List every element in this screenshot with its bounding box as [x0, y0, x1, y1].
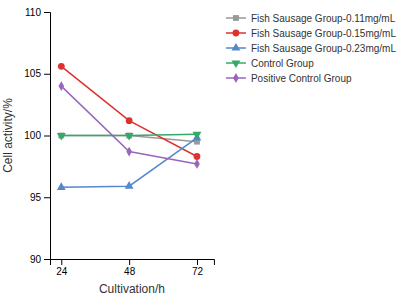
y-axis: 90 95 100 105 110	[24, 7, 50, 265]
x-tick-label: 72	[192, 266, 204, 277]
point	[194, 153, 201, 160]
y-tick: 90	[30, 254, 50, 265]
series-line	[61, 66, 197, 156]
legend-label: Fish Sausage Group-0.23mg/mL	[251, 43, 397, 54]
x-axis-line	[51, 260, 215, 266]
y-tick: 105	[24, 68, 50, 79]
x-tick-mark	[61, 259, 62, 265]
y-tick-mark	[44, 136, 50, 137]
point	[58, 63, 65, 70]
x-tick: 48	[124, 259, 136, 277]
point	[125, 133, 134, 141]
legend-swatch-marker	[233, 73, 239, 83]
legend-label: Fish Sausage Group-0.11mg/mL	[251, 13, 396, 24]
legend-item: Fish Sausage Group-0.11mg/mL	[226, 13, 396, 24]
point	[57, 182, 66, 190]
y-tick: 95	[30, 192, 50, 203]
series-group	[57, 63, 202, 190]
y-axis-title: Cell activity/%	[1, 98, 15, 173]
x-axis-title: Cultivation/h	[99, 282, 165, 296]
y-tick-mark	[44, 74, 50, 75]
series-line	[61, 86, 197, 164]
legend-swatch-marker	[231, 60, 240, 68]
y-tick-label: 100	[24, 130, 41, 141]
point	[58, 81, 64, 91]
legend-item: Positive Control Group	[226, 73, 352, 84]
point	[126, 117, 133, 124]
plot-area: 24 48 72 90 95 100 105 110	[24, 7, 214, 277]
legend-label: Positive Control Group	[251, 73, 352, 84]
series	[58, 63, 200, 160]
y-axis-line	[44, 13, 51, 260]
x-tick-label: 24	[56, 266, 68, 277]
legend-item: Fish Sausage Group-0.15mg/mL	[226, 28, 397, 39]
series	[58, 133, 199, 145]
legend-item: Fish Sausage Group-0.23mg/mL	[226, 43, 397, 54]
y-tick-label: 90	[30, 254, 42, 265]
x-tick-mark	[197, 259, 198, 265]
x-tick-mark	[129, 259, 130, 265]
series	[57, 132, 202, 141]
y-tick-mark	[44, 12, 50, 13]
y-tick-label: 105	[24, 68, 41, 79]
x-tick: 72	[192, 259, 204, 277]
chart-container: 24 48 72 90 95 100 105 110 Cultivation/h Cell act…	[0, 0, 400, 299]
y-tick: 110	[25, 7, 50, 18]
x-axis: 24 48 72	[51, 259, 215, 277]
y-tick-mark	[44, 197, 50, 198]
legend-item: Control Group	[226, 58, 314, 69]
point	[57, 133, 66, 141]
legend-swatch-marker	[233, 30, 240, 37]
y-tick-label: 95	[30, 192, 42, 203]
y-tick-mark	[44, 259, 50, 260]
legend-label: Fish Sausage Group-0.15mg/mL	[251, 28, 397, 39]
point	[125, 181, 134, 189]
legend-swatch-marker	[231, 43, 240, 51]
legend-label: Control Group	[251, 58, 314, 69]
x-tick-label: 48	[124, 266, 136, 277]
chart-svg: 24 48 72 90 95 100 105 110 Cultivation/h Cell act…	[0, 0, 400, 299]
legend: Fish Sausage Group-0.11mg/mL Fish Sausage…	[226, 13, 397, 84]
point	[126, 147, 132, 157]
legend-swatch-marker	[233, 15, 239, 21]
x-tick: 24	[56, 259, 68, 277]
y-tick-label: 110	[25, 7, 41, 18]
series-line	[61, 138, 197, 187]
point	[194, 159, 200, 169]
y-tick: 100	[24, 130, 50, 141]
point	[193, 132, 202, 140]
series	[58, 81, 199, 169]
